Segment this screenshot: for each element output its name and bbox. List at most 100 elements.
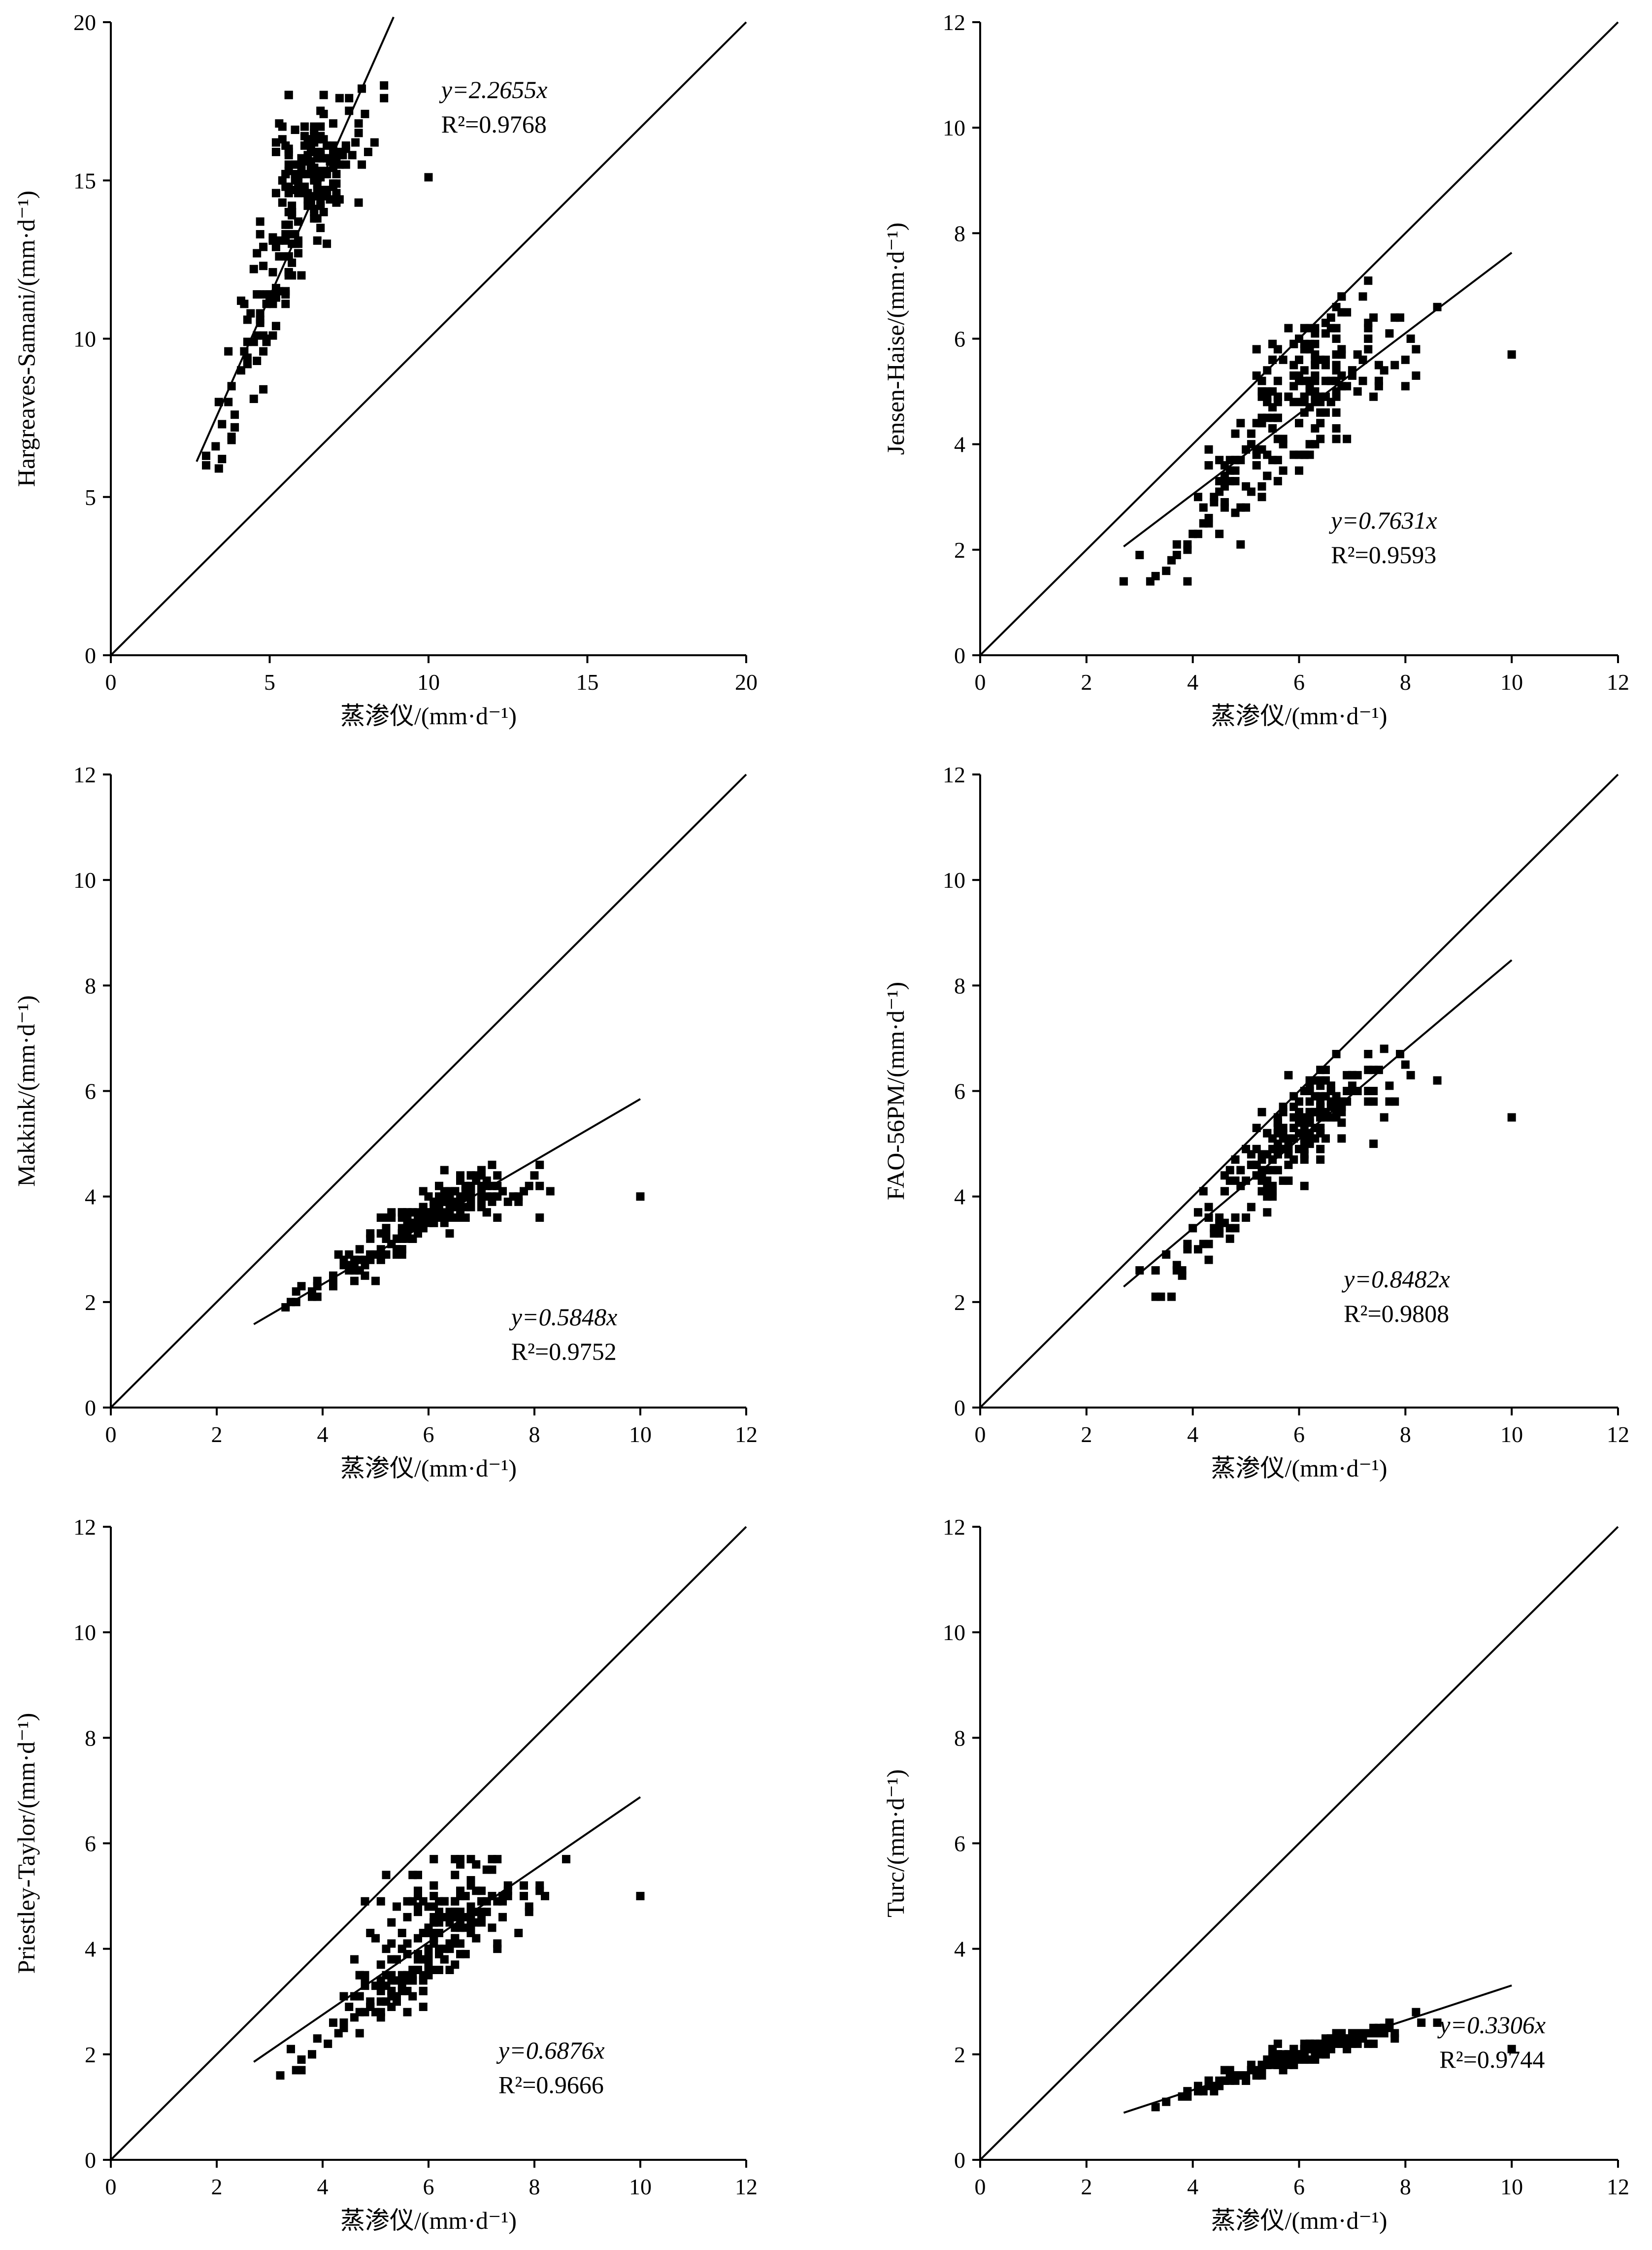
x-tick-label: 2 [211, 1422, 223, 1447]
data-point [393, 1234, 401, 1243]
data-point [1263, 1208, 1272, 1217]
data-point [1332, 408, 1341, 417]
data-point [1326, 1081, 1335, 1090]
x-tick-label: 2 [211, 2174, 223, 2199]
data-point [332, 154, 341, 163]
data-point [284, 147, 293, 156]
data-point [466, 1855, 475, 1864]
data-point [1369, 392, 1378, 401]
data-point [1433, 2018, 1442, 2027]
data-point [231, 410, 239, 419]
data-point [281, 236, 290, 245]
one-to-one-line [110, 1526, 747, 2161]
x-tick-label: 12 [1607, 2174, 1629, 2199]
y-tick-label: 0 [85, 643, 96, 668]
x-tick-label: 10 [1500, 1422, 1523, 1447]
data-point [1199, 503, 1208, 512]
data-point [1247, 429, 1256, 438]
y-tick-label: 2 [85, 2042, 96, 2067]
data-point [316, 122, 325, 131]
data-point [303, 189, 312, 198]
data-point [451, 1897, 460, 1906]
data-point [1167, 1292, 1176, 1301]
data-point [202, 451, 210, 460]
data-point [358, 84, 366, 93]
data-point [535, 1886, 544, 1895]
data-point [1305, 1076, 1314, 1085]
data-point [319, 208, 328, 216]
data-point [477, 1913, 486, 1921]
y-tick-label: 5 [85, 485, 96, 510]
x-tick-label: 6 [1293, 670, 1305, 695]
data-point [275, 236, 284, 245]
data-point [1300, 1140, 1309, 1148]
data-point [284, 252, 293, 261]
data-point [224, 398, 233, 406]
x-tick-label: 6 [423, 2174, 434, 2199]
data-point [370, 138, 379, 147]
data-point [355, 1255, 364, 1264]
data-point [211, 442, 220, 451]
data-point [1242, 503, 1251, 512]
data-point [445, 1966, 454, 1974]
data-point [259, 347, 268, 356]
data-point [256, 309, 264, 318]
y-tick-label: 0 [954, 2148, 965, 2173]
data-point [403, 1949, 412, 1958]
data-point [1279, 1103, 1288, 1111]
data-point [1225, 1224, 1234, 1233]
data-point [329, 164, 337, 172]
data-point [243, 360, 252, 369]
x-tick-label: 8 [529, 1422, 540, 1447]
data-point [323, 169, 331, 178]
data-point [1412, 345, 1421, 354]
data-point [1204, 461, 1213, 470]
data-point [1279, 466, 1288, 475]
data-point [1321, 329, 1330, 338]
data-point [227, 436, 236, 444]
data-point [350, 1955, 359, 1964]
data-point [281, 300, 290, 308]
data-point [1183, 1240, 1192, 1248]
data-point [1183, 2087, 1192, 2096]
y-tick-label: 0 [85, 2148, 96, 2173]
x-tick-label: 20 [735, 670, 758, 695]
data-point [366, 1234, 375, 1243]
data-point [387, 1971, 396, 1980]
data-point [1343, 435, 1352, 443]
data-point [354, 129, 363, 137]
data-point [1390, 313, 1399, 322]
data-point [382, 1871, 391, 1880]
data-point [1215, 477, 1224, 486]
data-point [1135, 551, 1144, 560]
data-point [332, 169, 341, 178]
data-point [306, 198, 315, 207]
data-point [1242, 445, 1251, 454]
data-point [306, 147, 315, 156]
x-tick-label: 12 [735, 2174, 758, 2199]
data-point [1167, 556, 1176, 565]
y-tick-label: 6 [85, 1079, 96, 1104]
data-point [351, 138, 360, 147]
data-point [1364, 345, 1373, 354]
data-point [335, 160, 344, 169]
data-point [1300, 450, 1309, 459]
data-point [294, 249, 303, 258]
data-point [214, 398, 223, 406]
data-point [1326, 398, 1335, 406]
data-point [376, 1986, 385, 1995]
data-point [1289, 1092, 1298, 1101]
y-tick-label: 10 [73, 327, 96, 352]
y-tick-label: 8 [85, 1725, 96, 1750]
data-point [329, 179, 337, 188]
data-point [1305, 440, 1314, 449]
data-point [472, 1176, 481, 1185]
y-tick-label: 12 [943, 1514, 965, 1540]
x-tick-label: 4 [317, 1422, 329, 1447]
data-point [440, 1187, 449, 1196]
data-point [308, 1292, 316, 1301]
data-point [1412, 371, 1421, 380]
data-point [1199, 1187, 1208, 1196]
regression-equation: y=0.7631x [1328, 506, 1437, 534]
data-point [1295, 419, 1303, 428]
